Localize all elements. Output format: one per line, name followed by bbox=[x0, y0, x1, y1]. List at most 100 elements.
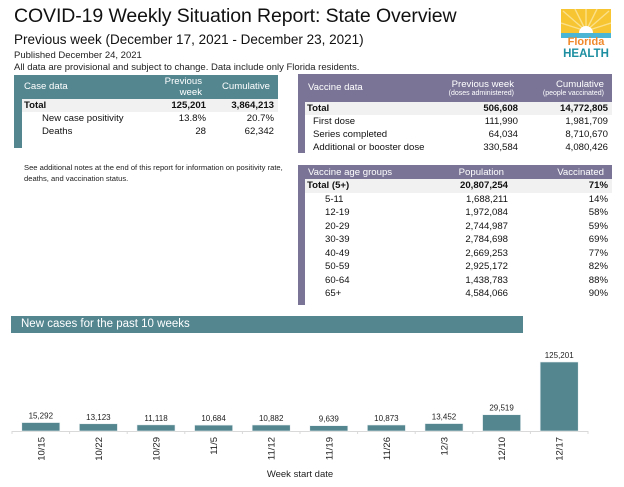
bar-10-15 bbox=[21, 422, 61, 432]
vaccinated-value: 59% bbox=[588, 220, 608, 232]
data-label: 10,882 bbox=[259, 414, 284, 423]
row-label: 65+ bbox=[325, 288, 342, 300]
data-label: 10,684 bbox=[201, 414, 226, 423]
x-tick-label: 11/5 bbox=[209, 437, 220, 455]
data-label: 10,873 bbox=[374, 414, 399, 423]
population-value: 2,925,172 bbox=[465, 261, 508, 273]
table-row: 5-11 1,688,211 14% bbox=[305, 193, 612, 207]
vaccine-age-groups-table: Vaccine age groups Population Vaccinated… bbox=[298, 165, 612, 305]
header-previous-week: Previous week (doses administered) bbox=[434, 79, 514, 97]
table-row: 30-39 2,784,698 69% bbox=[305, 233, 612, 247]
bar-10-22 bbox=[79, 423, 118, 432]
x-axis-label: Week start date bbox=[267, 469, 333, 480]
disclaimer: All data are provisional and subject to … bbox=[14, 62, 360, 73]
row-label: 5-11 bbox=[325, 193, 344, 205]
row-label: Total bbox=[24, 100, 47, 111]
x-tick-label: 12/3 bbox=[440, 437, 451, 456]
row-label: 20-29 bbox=[325, 220, 350, 232]
data-label: 13,123 bbox=[86, 413, 111, 422]
x-tick-label: 12/17 bbox=[555, 437, 566, 461]
table-row: 65+ 4,584,066 90% bbox=[305, 287, 612, 301]
vaccinated-value: 14% bbox=[588, 193, 608, 205]
table-row: Deaths 28 62,342 bbox=[22, 125, 278, 138]
table-row: New case positivity 13.8% 20.7% bbox=[22, 112, 278, 125]
additional-notes: See additional notes at the end of this … bbox=[24, 163, 283, 183]
x-tick-label: 12/10 bbox=[497, 437, 508, 461]
report-period: Previous week (December 17, 2021 - Decem… bbox=[14, 32, 364, 47]
header-cumulative: Cumulative (people vaccinated) bbox=[514, 79, 608, 97]
florida-health-logo: Florida HEALTH bbox=[561, 9, 611, 59]
x-tick-label: 11/12 bbox=[267, 437, 278, 460]
row-label: Total bbox=[307, 103, 330, 114]
row-label: 30-39 bbox=[325, 234, 350, 246]
header-vaccinated: Vaccinated bbox=[557, 166, 604, 178]
row-label: 60-64 bbox=[325, 274, 350, 286]
population-value: 2,744,987 bbox=[465, 220, 508, 232]
data-label: 13,452 bbox=[432, 413, 457, 422]
data-label: 29,519 bbox=[489, 404, 514, 413]
header-cumulative-label: Cumulative bbox=[556, 78, 604, 90]
age-table-header: Vaccine age groups Population Vaccinated bbox=[298, 165, 612, 179]
row-label: 50-59 bbox=[325, 261, 350, 273]
published-date: Published December 24, 2021 bbox=[14, 50, 142, 61]
row-label: Series completed bbox=[313, 129, 388, 140]
cumulative-value: 8,710,670 bbox=[565, 129, 608, 140]
bar-12-3 bbox=[424, 423, 464, 432]
previous-week-value: 111,990 bbox=[484, 116, 518, 127]
case-table-header: Case data Previous week Cumulative bbox=[14, 75, 278, 98]
data-label: 15,292 bbox=[29, 412, 54, 421]
row-label: First dose bbox=[313, 116, 356, 127]
previous-week-value: 125,201 bbox=[171, 100, 206, 111]
vaccinated-value: 71% bbox=[588, 180, 608, 192]
row-label: 40-49 bbox=[325, 247, 350, 259]
data-label: 125,201 bbox=[545, 351, 574, 360]
logo-sea bbox=[561, 33, 611, 38]
vaccinated-value: 77% bbox=[588, 247, 608, 259]
row-label: Additional or booster dose bbox=[313, 142, 425, 153]
table-row: Additional or booster dose 330,584 4,080… bbox=[305, 141, 612, 154]
row-label: 12-19 bbox=[325, 207, 350, 219]
case-data-table: Case data Previous week Cumulative Total… bbox=[14, 75, 278, 148]
population-value: 20,807,254 bbox=[459, 180, 508, 192]
table-row: 50-59 2,925,172 82% bbox=[305, 260, 612, 274]
header-population: Population bbox=[458, 166, 504, 178]
table-row: Total 506,608 14,772,805 bbox=[305, 102, 612, 115]
x-tick-label: 10/22 bbox=[94, 437, 105, 461]
x-tick-label: 11/19 bbox=[324, 437, 335, 460]
bar-12-17 bbox=[539, 361, 579, 432]
vaccinated-value: 82% bbox=[588, 261, 608, 273]
table-row: 40-49 2,669,253 77% bbox=[305, 247, 612, 261]
x-tick-label: 10/15 bbox=[36, 437, 47, 461]
x-tick-label: 10/29 bbox=[152, 437, 163, 461]
header-people-vaccinated: (people vaccinated) bbox=[542, 89, 604, 97]
header-previous-week: Previous week bbox=[164, 75, 202, 98]
bar-10-29 bbox=[136, 424, 176, 432]
table-row: 12-19 1,972,084 58% bbox=[305, 206, 612, 220]
header-age-groups: Vaccine age groups bbox=[308, 166, 393, 178]
table-row: Total (5+) 20,807,254 71% bbox=[305, 179, 612, 193]
population-value: 1,438,783 bbox=[465, 274, 508, 286]
vaccine-table-header: Vaccine data Previous week (doses admini… bbox=[298, 74, 612, 101]
vaccine-data-table: Vaccine data Previous week (doses admini… bbox=[298, 74, 612, 153]
bar-11-26 bbox=[367, 424, 406, 432]
header-doses-administered: (doses administered) bbox=[448, 89, 514, 97]
vaccinated-value: 88% bbox=[588, 274, 608, 286]
cumulative-value: 62,342 bbox=[244, 126, 274, 137]
vaccinated-value: 69% bbox=[588, 234, 608, 246]
header-previous-week-label: Previous week bbox=[451, 78, 514, 90]
population-value: 2,669,253 bbox=[465, 247, 508, 259]
header-vaccine-data: Vaccine data bbox=[308, 82, 363, 93]
table-row: Series completed 64,034 8,710,670 bbox=[305, 128, 612, 141]
bar-11-12 bbox=[251, 424, 291, 432]
bar-11-19 bbox=[309, 425, 349, 432]
header-case-data: Case data bbox=[24, 81, 68, 92]
bar-12-10 bbox=[482, 414, 521, 432]
population-value: 1,688,211 bbox=[466, 193, 508, 205]
report-title: COVID-19 Weekly Situation Report: State … bbox=[14, 5, 457, 27]
chart-section-title: New cases for the past 10 weeks bbox=[11, 316, 523, 333]
cumulative-value: 1,981,709 bbox=[565, 116, 608, 127]
x-tick-label: 11/26 bbox=[382, 437, 393, 460]
previous-week-value: 330,584 bbox=[483, 142, 518, 153]
logo-text-health: HEALTH bbox=[563, 48, 609, 59]
data-label: 9,639 bbox=[319, 415, 340, 424]
